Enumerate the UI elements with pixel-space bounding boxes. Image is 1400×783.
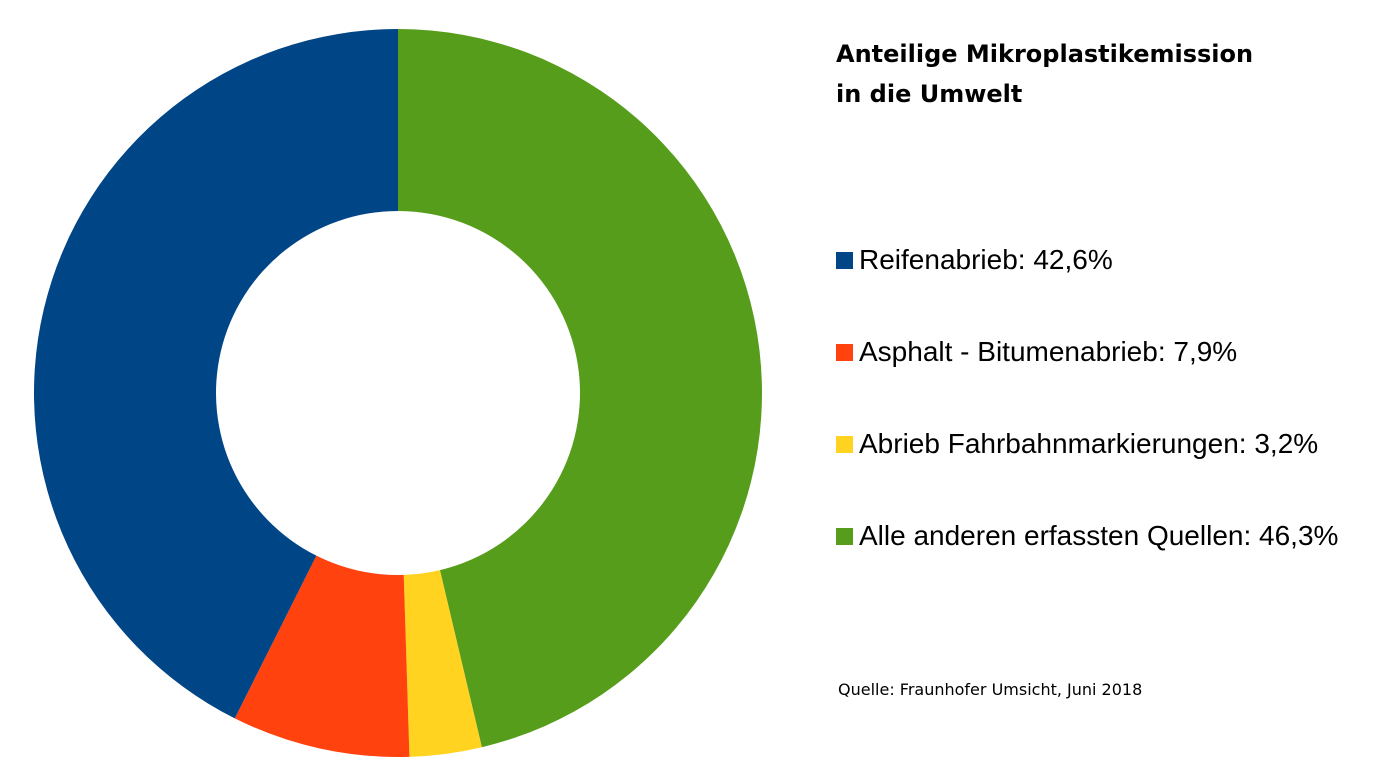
slice-andere-quellen — [398, 29, 763, 748]
source-note: Quelle: Fraunhofer Umsicht, Juni 2018 — [838, 680, 1143, 699]
legend-label-fahrbahnmarkierungen: Abrieb Fahrbahnmarkierungen: 3,2% — [859, 428, 1319, 459]
slice-asphalt-bitumenabrieb — [234, 555, 410, 757]
legend-swatch-fahrbahnmarkierungen — [836, 435, 853, 453]
chart-title-line-2: in die Umwelt — [836, 80, 1023, 108]
legend-label-reifenabrieb: Reifenabrieb: 42,6% — [859, 244, 1113, 275]
legend-swatch-reifenabrieb — [836, 251, 853, 269]
donut-chart — [33, 29, 763, 757]
chart-title-line-1: Anteilige Mikroplastikemission — [836, 40, 1254, 68]
slice-fahrbahnmarkierungen — [403, 570, 482, 757]
legend-item-reifenabrieb: Reifenabrieb: 42,6% — [836, 240, 1113, 280]
legend-item-fahrbahnmarkierungen: Abrieb Fahrbahnmarkierungen: 3,2% — [836, 424, 1318, 464]
legend-swatch-andere-quellen — [836, 527, 853, 545]
legend-swatch-asphalt-bitumenabrieb — [836, 343, 853, 361]
legend-item-asphalt-bitumenabrieb: Asphalt - Bitumenabrieb: 7,9% — [836, 332, 1237, 372]
legend-label-andere-quellen: Alle anderen erfassten Quellen: 46,3% — [859, 520, 1339, 551]
chart-title: Anteilige Mikroplastikemission in die Um… — [836, 34, 1253, 114]
slice-reifenabrieb — [33, 29, 398, 719]
legend-item-andere-quellen: Alle anderen erfassten Quellen: 46,3% — [836, 516, 1338, 556]
legend-label-asphalt-bitumenabrieb: Asphalt - Bitumenabrieb: 7,9% — [859, 336, 1238, 367]
